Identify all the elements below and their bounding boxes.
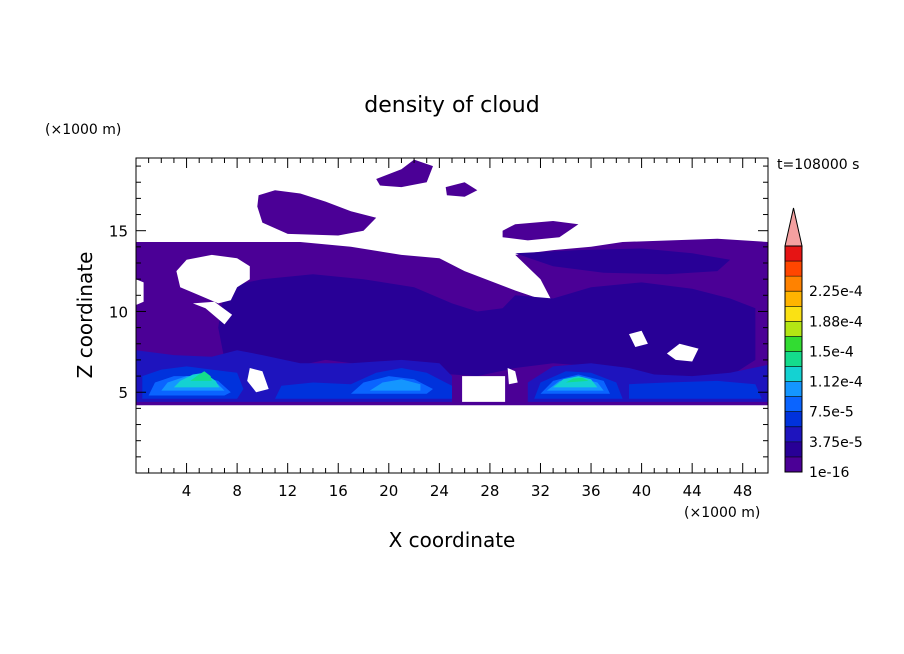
chart-title: density of cloud — [364, 93, 539, 118]
colorbar-frame — [784, 245, 803, 473]
colorbar-swatch — [785, 411, 802, 427]
colorbar-swatch — [785, 396, 802, 412]
density-region-cirrus-3 — [445, 182, 478, 197]
density-region-level-1b — [515, 248, 731, 275]
y-tick-label: 10 — [109, 303, 128, 321]
time-label: t=108000 s — [777, 157, 859, 173]
colorbar-label: 1.88e-4 — [809, 314, 863, 330]
x-tick-label: 32 — [531, 482, 550, 500]
colorbar-swatch — [785, 366, 802, 382]
clear-air-gap-low-3 — [507, 368, 518, 385]
y-axis-title: Z coordinate — [73, 252, 97, 379]
colorbar-label: 1e-16 — [809, 465, 849, 481]
x-tick-label: 40 — [632, 482, 651, 500]
x-tick-label: 16 — [329, 482, 348, 500]
colorbar-label: 1.5e-4 — [809, 344, 854, 360]
x-unit-label: (×1000 m) — [684, 505, 760, 521]
x-tick-label: 48 — [733, 482, 752, 500]
density-region-cirrus-1 — [257, 190, 377, 236]
colorbar-swatch — [785, 321, 802, 337]
x-tick-label: 44 — [683, 482, 702, 500]
x-tick-label: 4 — [182, 482, 192, 500]
colorbar-swatch — [785, 381, 802, 397]
colorbar-swatch — [785, 246, 802, 262]
clear-air-gap-right-2 — [666, 343, 699, 362]
y-axis: 5 10 15 — [109, 165, 768, 458]
colorbar-swatch — [785, 456, 802, 472]
colorbar-swatch — [785, 261, 802, 277]
clear-air-gap-left — [176, 254, 250, 304]
density-region-level-7a — [190, 371, 212, 381]
clear-air-gap-low-1 — [247, 368, 269, 393]
colorbar: 1e-16 3.75e-5 7.5e-5 1.12e-4 1.5e-4 1.88e-4 2.… — [784, 207, 863, 481]
colorbar-swatch — [785, 276, 802, 292]
density-region-level-3d — [629, 380, 762, 399]
colorbar-label: 7.5e-5 — [809, 405, 854, 421]
colorbar-label: 1.12e-4 — [809, 375, 863, 391]
clear-air-gap-low-2 — [462, 376, 506, 402]
y-tick-label: 5 — [118, 384, 128, 402]
colorbar-swatch — [785, 441, 802, 457]
density-region-level-5b — [369, 379, 421, 391]
density-region-level-7b — [565, 377, 589, 383]
density-region-cirrus-2 — [376, 159, 433, 188]
colorbar-swatch — [785, 351, 802, 367]
density-field — [136, 159, 768, 406]
x-axis: 4 8 12 16 20 24 28 32 36 40 44 48 — [148, 158, 756, 500]
x-axis-title: X coordinate — [389, 528, 516, 552]
y-unit-label: (×1000 m) — [45, 122, 121, 138]
x-tick-label: 28 — [480, 482, 499, 500]
density-region-level-1a — [218, 274, 756, 385]
colorbar-swatch — [785, 291, 802, 307]
colorbar-extend-arrow — [784, 207, 803, 247]
colorbar-label: 3.75e-5 — [809, 435, 863, 451]
clear-air-gap-left-2 — [192, 301, 233, 325]
colorbar-swatch — [785, 426, 802, 442]
colorbar-swatch — [785, 336, 802, 352]
density-region-cirrus-4 — [502, 221, 579, 241]
x-tick-label: 36 — [581, 482, 600, 500]
x-tick-label: 8 — [232, 482, 242, 500]
x-tick-label: 20 — [379, 482, 398, 500]
clear-air-gap-right-1 — [629, 330, 648, 347]
clear-air-gap-left-3 — [136, 279, 144, 305]
x-tick-label: 24 — [430, 482, 449, 500]
colorbar-swatch — [785, 306, 802, 322]
colorbar-label: 2.25e-4 — [809, 284, 863, 300]
x-tick-label: 12 — [278, 482, 297, 500]
y-tick-label: 15 — [109, 223, 128, 241]
